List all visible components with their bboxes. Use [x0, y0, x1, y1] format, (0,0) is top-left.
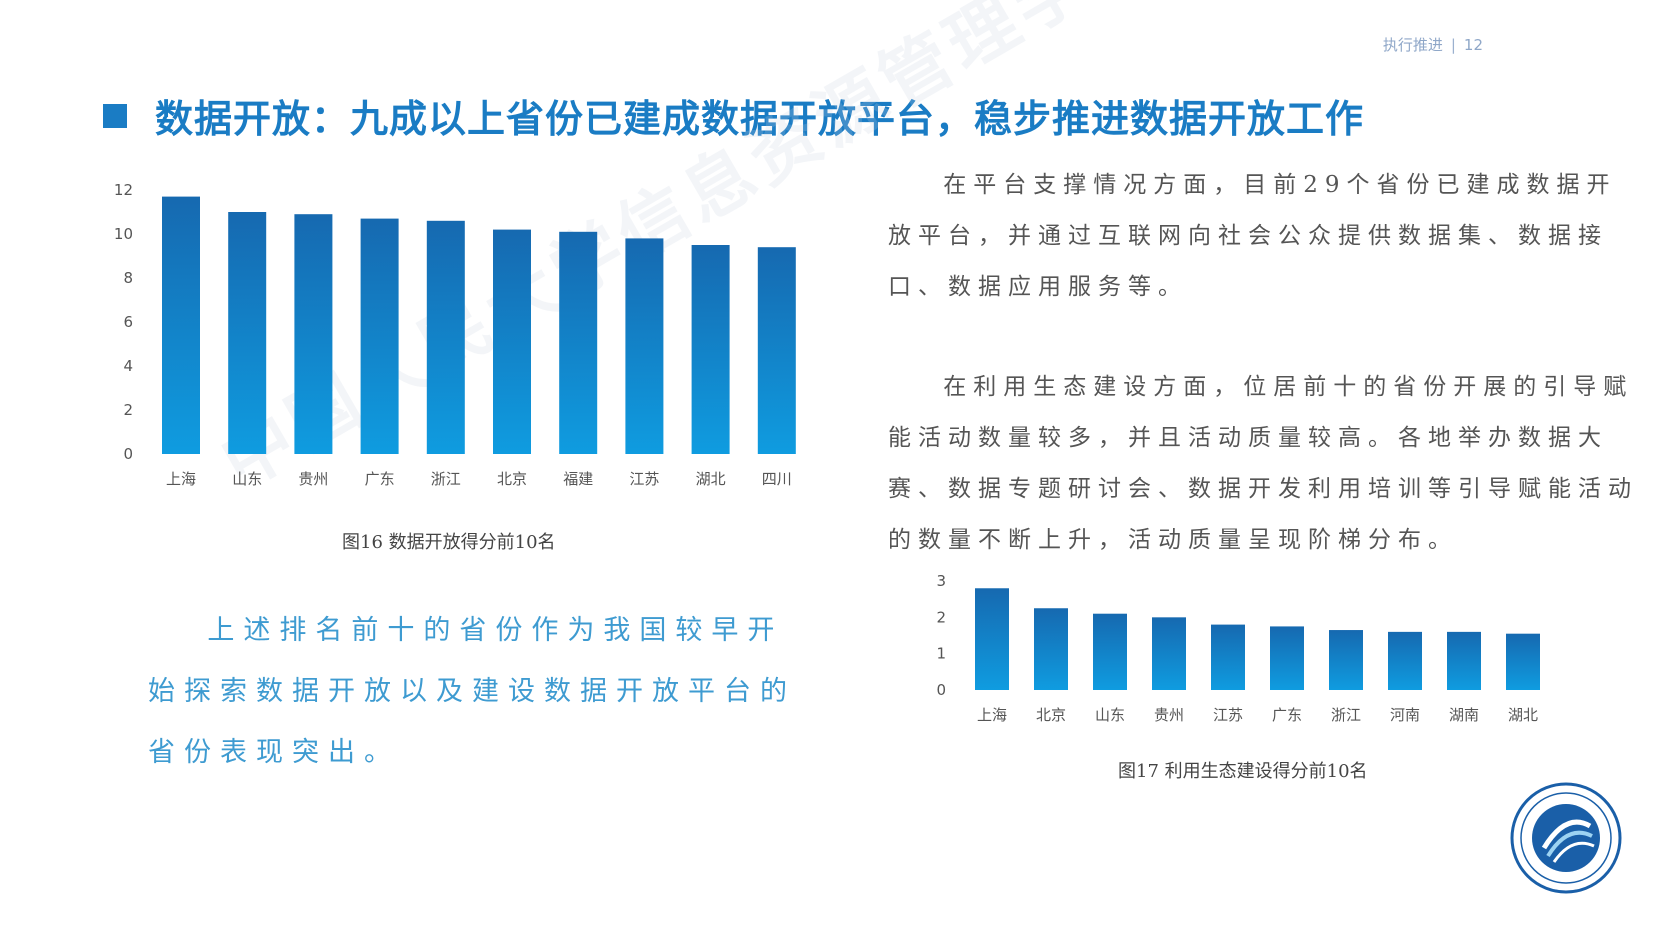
title-text: 数据开放：九成以上省份已建成数据开放平台，稳步推进数据开放工作 — [155, 97, 1365, 141]
x-tick-label: 湖北 — [696, 470, 726, 488]
y-tick-label: 8 — [123, 269, 133, 287]
bar-广东 — [1270, 626, 1304, 690]
x-tick-label: 山东 — [232, 470, 262, 488]
bar-河南 — [1388, 631, 1422, 690]
bar-上海 — [975, 588, 1009, 690]
bar-四川 — [757, 247, 796, 454]
x-tick-label: 广东 — [365, 470, 395, 488]
x-tick-label: 江苏 — [1213, 706, 1243, 724]
page-header: 执行推进 | 12 — [1383, 34, 1483, 55]
bar-山东 — [228, 212, 267, 454]
left-paragraph: 上述排名前十的省份作为我国较早开始探索数据开放以及建设数据开放平台的省份表现突出… — [148, 600, 813, 783]
x-tick-label: 贵州 — [298, 470, 328, 488]
y-tick-label: 2 — [123, 401, 133, 419]
left-paragraph-text: 上述排名前十的省份作为我国较早开始探索数据开放以及建设数据开放平台的省份表现突出… — [148, 615, 796, 768]
y-tick-label: 0 — [936, 681, 946, 699]
y-tick-label: 3 — [936, 572, 946, 590]
x-tick-label: 浙江 — [1331, 706, 1361, 724]
x-tick-label: 山东 — [1095, 706, 1125, 724]
chart-figure16: 0 2 4 6 8 10 12 上海 山东 贵州 广东 浙江 北京 福建 江苏 湖北 四川 — [114, 181, 796, 488]
x-tick-label: 上海 — [166, 470, 196, 488]
x-tick-label: 上海 — [977, 706, 1007, 724]
bar-湖南 — [1447, 631, 1481, 690]
page-number: 12 — [1463, 36, 1483, 54]
y-tick-label: 0 — [123, 445, 133, 463]
header-separator: | — [1450, 36, 1456, 54]
university-seal-icon — [1510, 782, 1622, 894]
y-tick-label: 2 — [936, 608, 946, 626]
bar-山东 — [1093, 613, 1127, 690]
y-tick-label: 4 — [123, 357, 133, 375]
y-tick-label: 6 — [123, 313, 133, 331]
bar-贵州 — [1152, 617, 1186, 690]
bar-湖北 — [1506, 633, 1540, 690]
bar-湖北 — [691, 245, 730, 454]
x-tick-label: 广东 — [1272, 706, 1302, 724]
slide-title: 数据开放：九成以上省份已建成数据开放平台，稳步推进数据开放工作 — [103, 88, 1364, 143]
bar-福建 — [559, 231, 598, 454]
right-paragraph-2: 在利用生态建设方面，位居前十的省份开展的引导赋能活动数量较多，并且活动质量较高。… — [888, 362, 1648, 566]
x-tick-label: 北京 — [1036, 706, 1066, 724]
y-tick-label: 1 — [936, 645, 946, 663]
bar-上海 — [162, 196, 200, 454]
bar-北京 — [1034, 608, 1068, 690]
bar-北京 — [493, 229, 531, 454]
bar-江苏 — [625, 238, 664, 454]
x-tick-label: 福建 — [563, 470, 593, 488]
x-tick-label: 浙江 — [431, 470, 461, 488]
bar-广东 — [360, 218, 399, 454]
x-tick-label: 河南 — [1390, 706, 1420, 724]
right-paragraph-1: 在平台支撑情况方面，目前29个省份已建成数据开放平台，并通过互联网向社会公众提供… — [888, 160, 1628, 313]
title-bullet-icon — [103, 103, 127, 128]
y-tick-label: 10 — [114, 225, 133, 243]
x-tick-label: 江苏 — [629, 470, 659, 488]
x-tick-label: 贵州 — [1154, 706, 1184, 724]
bar-浙江 — [1329, 630, 1363, 690]
x-tick-label: 湖北 — [1508, 706, 1538, 724]
bar-贵州 — [294, 214, 333, 454]
bar-江苏 — [1211, 624, 1245, 690]
figure16-caption: 图16 数据开放得分前10名 — [342, 532, 556, 553]
right-paragraph-2-text: 在利用生态建设方面，位居前十的省份开展的引导赋能活动数量较多，并且活动质量较高。… — [888, 374, 1638, 553]
chart-figure17: 0 1 2 3 上海 北京 山东 贵州 江苏 广东 浙江 河南 湖南 湖北 — [936, 572, 1540, 724]
x-tick-label: 北京 — [497, 470, 527, 488]
bar-浙江 — [426, 220, 465, 454]
x-tick-label: 湖南 — [1449, 706, 1479, 724]
right-paragraph-1-text: 在平台支撑情况方面，目前29个省份已建成数据开放平台，并通过互联网向社会公众提供… — [888, 172, 1617, 300]
y-tick-label: 12 — [114, 181, 133, 199]
figure17-caption: 图17 利用生态建设得分前10名 — [1118, 761, 1368, 782]
section-label: 执行推进 — [1382, 36, 1443, 54]
x-tick-label: 四川 — [762, 470, 792, 488]
